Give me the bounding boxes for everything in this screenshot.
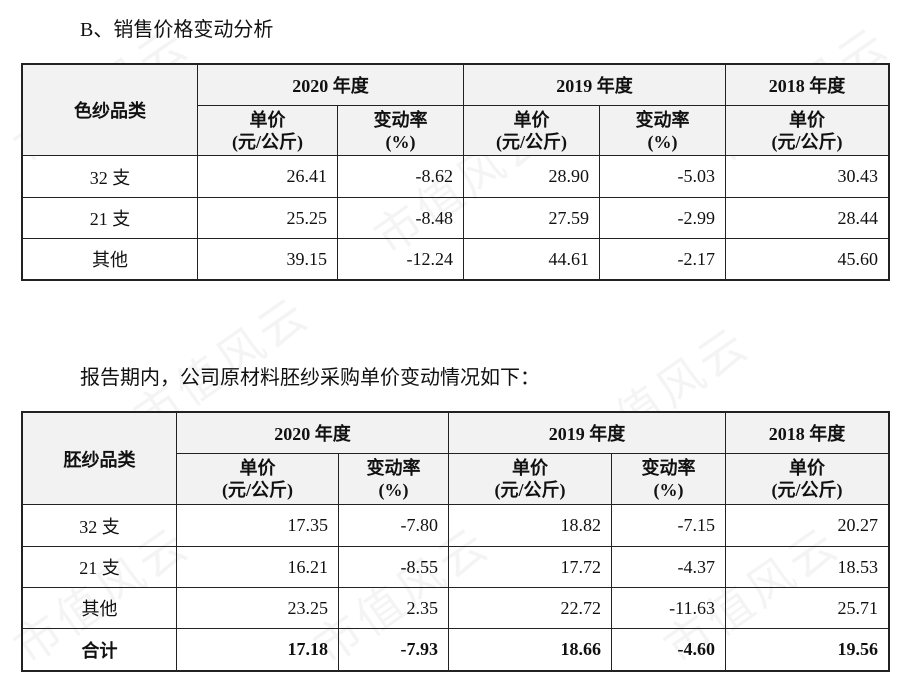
category-cell: 其他 — [22, 238, 198, 280]
change-rate-header: 变动率 (%) — [337, 105, 464, 156]
year-header-2020: 2020 年度 — [176, 412, 449, 454]
sales-price-table: 色纱品类 2020 年度 2019 年度 2018 年度 单价 (元/公斤) 变动… — [21, 63, 890, 281]
value-cell: -2.99 — [599, 197, 726, 239]
value-cell: -8.62 — [337, 155, 464, 198]
category-cell: 32 支 — [22, 504, 177, 547]
value-cell: 25.71 — [725, 587, 889, 629]
value-cell: 2.35 — [338, 587, 449, 629]
unit-price-header: 单价 (元/公斤) — [448, 453, 612, 505]
category-cell: 21 支 — [22, 197, 198, 239]
value-cell: 45.60 — [725, 238, 889, 280]
value-cell: 27.59 — [463, 197, 600, 239]
section-heading-sales: B、销售价格变动分析 — [80, 19, 274, 41]
total-label: 合计 — [22, 628, 177, 671]
value-cell: 26.41 — [197, 155, 338, 198]
table-row: 其他 23.25 2.35 22.72 -11.63 25.71 — [22, 587, 889, 629]
value-cell: 18.82 — [448, 504, 612, 547]
value-cell: 25.25 — [197, 197, 338, 239]
value-cell: -8.55 — [338, 546, 449, 588]
table-row: 21 支 16.21 -8.55 17.72 -4.37 18.53 — [22, 546, 889, 588]
value-cell: 17.72 — [448, 546, 612, 588]
unit-price-header: 单价 (元/公斤) — [197, 105, 338, 156]
total-cell: 18.66 — [448, 628, 612, 671]
value-cell: -8.48 — [337, 197, 464, 239]
change-rate-header: 变动率 (%) — [599, 105, 726, 156]
total-cell: -4.60 — [611, 628, 726, 671]
value-cell: 44.61 — [463, 238, 600, 280]
value-cell: -7.80 — [338, 504, 449, 547]
table-corner-label: 色纱品类 — [22, 64, 198, 156]
value-cell: 28.90 — [463, 155, 600, 198]
year-header-2020: 2020 年度 — [197, 64, 464, 106]
table-total-row: 合计 17.18 -7.93 18.66 -4.60 19.56 — [22, 628, 889, 671]
total-cell: 17.18 — [176, 628, 339, 671]
value-cell: -7.15 — [611, 504, 726, 547]
year-header-2018: 2018 年度 — [725, 412, 889, 454]
value-cell: 17.35 — [176, 504, 339, 547]
category-cell: 21 支 — [22, 546, 177, 588]
total-cell: -7.93 — [338, 628, 449, 671]
category-cell: 其他 — [22, 587, 177, 629]
value-cell: -12.24 — [337, 238, 464, 280]
year-header-2018: 2018 年度 — [725, 64, 889, 106]
value-cell: 20.27 — [725, 504, 889, 547]
table-corner-label: 胚纱品类 — [22, 412, 177, 505]
value-cell: -11.63 — [611, 587, 726, 629]
value-cell: 22.72 — [448, 587, 612, 629]
value-cell: -2.17 — [599, 238, 726, 280]
table-row: 32 支 17.35 -7.80 18.82 -7.15 20.27 — [22, 504, 889, 547]
total-cell: 19.56 — [725, 628, 889, 671]
purchase-price-table: 胚纱品类 2020 年度 2019 年度 2018 年度 单价 (元/公斤) 变动… — [21, 411, 890, 672]
section-heading-purchase: 报告期内，公司原材料胚纱采购单价变动情况如下： — [80, 367, 540, 389]
change-rate-header: 变动率 (%) — [611, 453, 726, 505]
table-row: 32 支 26.41 -8.62 28.90 -5.03 30.43 — [22, 155, 889, 198]
value-cell: -5.03 — [599, 155, 726, 198]
table-row: 其他 39.15 -12.24 44.61 -2.17 45.60 — [22, 238, 889, 280]
unit-price-header: 单价 (元/公斤) — [176, 453, 339, 505]
unit-price-header: 单价 (元/公斤) — [725, 105, 889, 156]
unit-price-header: 单价 (元/公斤) — [463, 105, 600, 156]
unit-price-header: 单价 (元/公斤) — [725, 453, 889, 505]
value-cell: 23.25 — [176, 587, 339, 629]
category-cell: 32 支 — [22, 155, 198, 198]
value-cell: 18.53 — [725, 546, 889, 588]
year-header-2019: 2019 年度 — [448, 412, 726, 454]
value-cell: 30.43 — [725, 155, 889, 198]
table-row: 21 支 25.25 -8.48 27.59 -2.99 28.44 — [22, 197, 889, 239]
change-rate-header: 变动率 (%) — [338, 453, 449, 505]
value-cell: 16.21 — [176, 546, 339, 588]
value-cell: -4.37 — [611, 546, 726, 588]
value-cell: 28.44 — [725, 197, 889, 239]
value-cell: 39.15 — [197, 238, 338, 280]
year-header-2019: 2019 年度 — [463, 64, 726, 106]
